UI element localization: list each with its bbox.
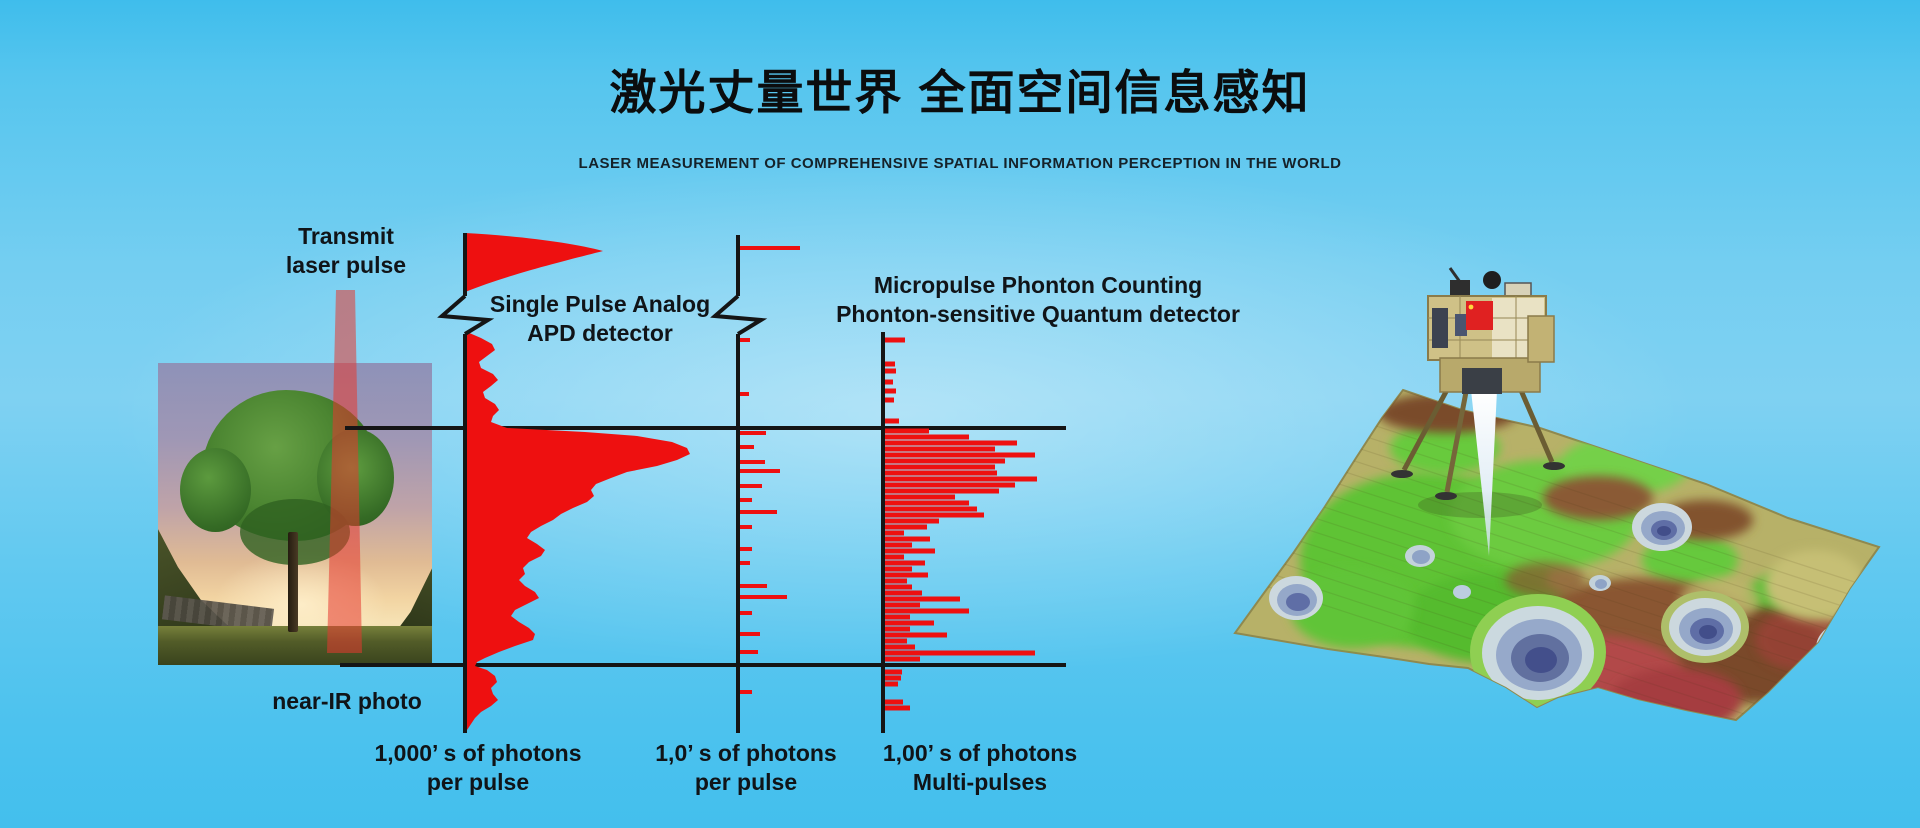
apd-detector-label: Single Pulse Analog APD detector [489,291,711,346]
photo-ground [158,625,432,665]
near-ir-photo-caption: near-IR photo [272,688,422,714]
quantum-detector-label: Micropulse Phonton Counting Phonton-sensi… [836,272,1240,327]
page-title: 激光丈量世界 全面空间信息感知 [609,66,1311,119]
photo-tree-trunk [288,532,298,632]
transmit-laser-pulse-label: Transmit laser pulse [285,223,407,278]
photo-tree-canopy [179,447,252,533]
caption-1000s-photons: 1,000’ s of photons per pulse [374,740,582,795]
near-ir-tree-photo [158,363,432,665]
caption-10s-photons: 1,0’ s of photons per pulse [655,740,837,795]
page-subtitle: LASER MEASUREMENT OF COMPREHENSIVE SPATI… [578,155,1342,172]
caption-100s-photons: 1,00’ s of photons Multi-pulses [882,740,1078,795]
